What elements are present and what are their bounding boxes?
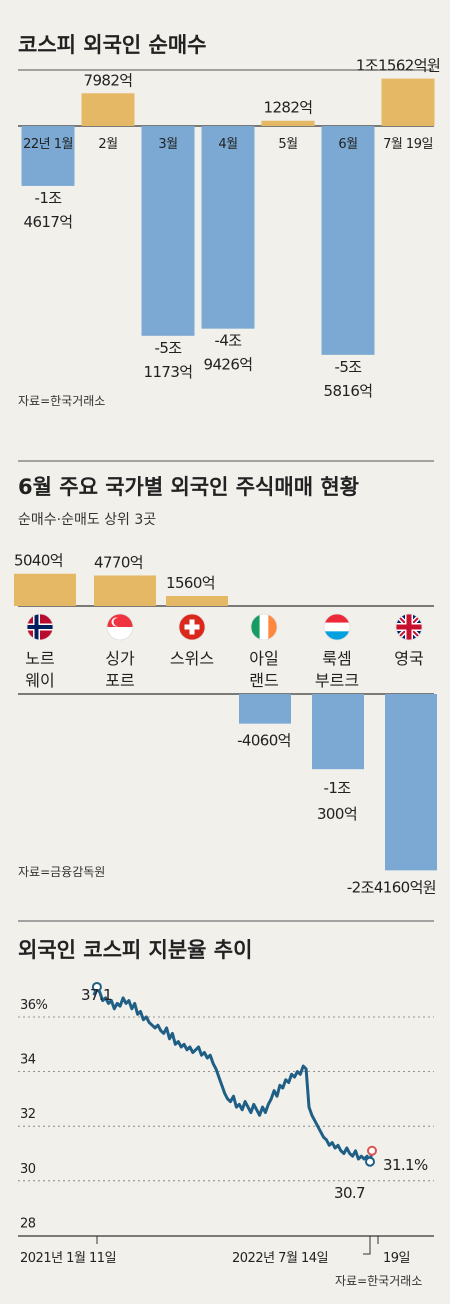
singapore-flag-icon bbox=[106, 613, 134, 641]
value-label-1-2: 4617억 bbox=[24, 213, 73, 231]
value-label-6-2: 5816억 bbox=[324, 382, 373, 400]
country-value-4: -4060억 bbox=[237, 732, 291, 750]
value-label-7-1: 1조1562억원 bbox=[356, 57, 440, 75]
country-value-6: -2조4160억원 bbox=[347, 878, 436, 896]
country-bar-4 bbox=[239, 694, 291, 724]
chart1-source: 자료=한국거래소 bbox=[18, 394, 105, 408]
country-bar-2 bbox=[94, 575, 156, 606]
country-name-2-2: 포르 bbox=[105, 671, 134, 690]
bar-5 bbox=[261, 120, 315, 126]
chart3-title: 외국인 코스피 지분율 추이 bbox=[18, 938, 252, 962]
country-bar-6 bbox=[385, 694, 437, 871]
norway-flag-icon bbox=[26, 613, 54, 641]
chart2-title: 6월 주요 국가별 외국인 주식매매 현황 bbox=[18, 475, 359, 499]
category-label-4: 4월 bbox=[218, 137, 237, 152]
chart2-subtitle: 순매수·순매도 상위 3곳 bbox=[18, 512, 156, 528]
category-label-2: 2월 bbox=[98, 137, 117, 152]
chart3-x-label-start: 2021년 1월 11일 bbox=[20, 1251, 116, 1266]
value-label-5-1: 1282억 bbox=[264, 99, 313, 117]
category-label-5: 5월 bbox=[278, 137, 297, 152]
category-label-3: 3월 bbox=[158, 137, 177, 152]
country-bar-1 bbox=[14, 573, 76, 606]
bar-6 bbox=[321, 126, 375, 355]
country-value-5-1: -1조 bbox=[324, 779, 352, 797]
country-value-1: 5040억 bbox=[14, 552, 63, 570]
switzerland-flag-icon bbox=[178, 613, 206, 641]
chart1-title: 코스피 외국인 순매수 bbox=[18, 33, 207, 57]
ireland-flag-icon bbox=[250, 613, 278, 641]
min-point-label: 30.7 bbox=[334, 1184, 365, 1202]
start-point-marker bbox=[91, 981, 102, 992]
min-point-marker bbox=[365, 1156, 375, 1167]
chart3-callout-line bbox=[363, 1244, 371, 1255]
country-name-4-2: 랜드 bbox=[249, 671, 278, 690]
chart3-source: 자료=한국거래소 bbox=[335, 1274, 422, 1288]
uk-flag-icon bbox=[395, 613, 423, 641]
value-label-6-1: -5조 bbox=[335, 358, 363, 376]
start-point-label: 37.1 bbox=[81, 986, 112, 1004]
value-label-3-2: 1173억 bbox=[144, 363, 193, 381]
chart2-source: 자료=금융감독원 bbox=[18, 865, 105, 879]
country-name-5-1: 룩셈 bbox=[322, 649, 351, 668]
country-bar-3 bbox=[166, 596, 228, 606]
country-name-6-1: 영국 bbox=[394, 649, 423, 668]
bar-4 bbox=[201, 126, 255, 329]
y-tick-label-5: 28 bbox=[20, 1216, 36, 1231]
value-label-1-1: -1조 bbox=[35, 189, 63, 207]
chart3-x-label-mid: 2022년 7월 14일 bbox=[232, 1251, 328, 1266]
end-point-marker bbox=[367, 1145, 377, 1156]
bar-3 bbox=[141, 126, 195, 336]
country-name-3-1: 스위스 bbox=[170, 649, 214, 668]
category-label-6: 6월 bbox=[338, 137, 357, 152]
country-name-2-1: 싱가 bbox=[105, 649, 135, 668]
country-name-4-1: 아일 bbox=[249, 649, 278, 668]
y-tick-label-4: 30 bbox=[20, 1162, 36, 1177]
country-name-1-2: 웨이 bbox=[25, 671, 54, 690]
bar-1 bbox=[21, 126, 75, 186]
category-label-7: 7월 19일 bbox=[383, 137, 433, 152]
y-tick-label-2: 34 bbox=[20, 1053, 36, 1068]
country-name-1-1: 노르 bbox=[25, 649, 54, 668]
value-label-2-1: 7982억 bbox=[84, 71, 133, 89]
value-label-4-1: -4조 bbox=[215, 332, 243, 350]
country-name-5-2: 부르크 bbox=[315, 671, 359, 690]
bar-2 bbox=[81, 93, 135, 126]
country-value-5-2: 300억 bbox=[317, 805, 357, 823]
y-tick-label-3: 32 bbox=[20, 1107, 36, 1122]
country-bar-5 bbox=[312, 694, 364, 770]
ownership-series-line bbox=[92, 985, 374, 1164]
country-value-2: 4770억 bbox=[94, 553, 143, 571]
end-point-label: 31.1% bbox=[383, 1156, 428, 1174]
bar-7 bbox=[381, 78, 435, 126]
value-label-4-2: 9426억 bbox=[204, 356, 253, 374]
country-value-3: 1560억 bbox=[166, 574, 215, 592]
category-label-1: 22년 1월 bbox=[23, 137, 73, 152]
value-label-3-1: -5조 bbox=[155, 339, 183, 357]
y-tick-label-1: 36% bbox=[20, 998, 48, 1013]
chart3-x-label-end: 19일 bbox=[383, 1251, 410, 1266]
luxembourg-flag-icon bbox=[323, 613, 351, 641]
